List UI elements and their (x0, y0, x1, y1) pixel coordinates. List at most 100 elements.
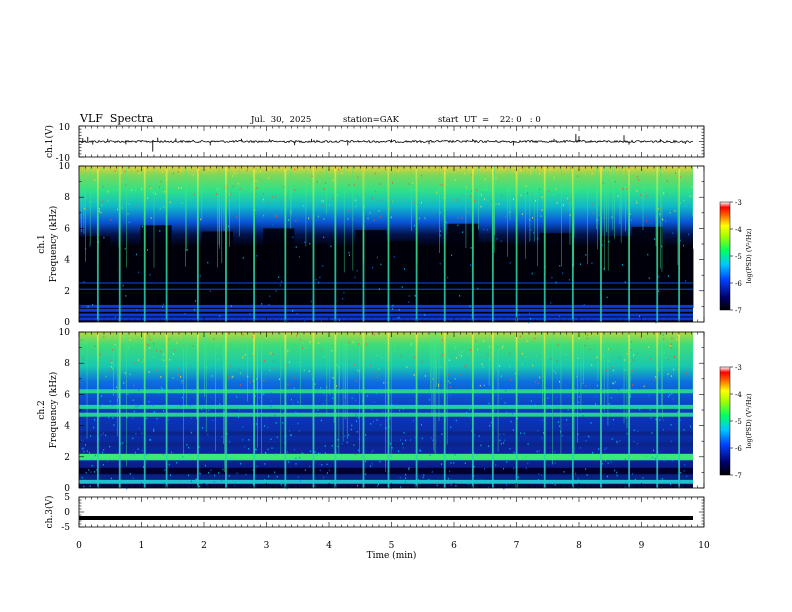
ch2-spectrogram-speckle (690, 425, 692, 428)
ch2-spectrogram-speckle (506, 461, 508, 463)
ch1-spectrogram-speckle (379, 183, 381, 185)
ch2-spectrogram-speckle (138, 389, 140, 391)
ch1-spectrogram-speckle (150, 187, 152, 189)
ch1-spectrogram-speckle (232, 185, 234, 188)
ch2-spectrogram-speckle (380, 387, 382, 389)
ch3-waveform-panel: 5 0 -5 ch.3(V) (44, 493, 705, 533)
ch2-spectrogram-speckle (624, 458, 626, 461)
ch2-spectrogram-speckle (554, 484, 556, 486)
ch1-spectrogram-speckle (580, 263, 582, 265)
ch1-spectrogram-speckle (128, 221, 130, 224)
ch2-spectrogram-speckle (591, 364, 593, 366)
ch2-spectrogram-speckle (263, 425, 265, 427)
ch2-spectrogram-speckle (91, 458, 93, 460)
ch2-spectrogram-speckle (170, 474, 171, 477)
ch1-spectrogram-speckle (338, 319, 340, 321)
ch2-spectrogram-speckle (232, 375, 234, 378)
ch2-spectrogram-speckle (204, 464, 206, 467)
ch2-spectrogram-speckle (84, 342, 86, 345)
ch1-spectrogram-speckle (552, 193, 554, 196)
ch1-spectrogram-speckle (135, 253, 137, 256)
ch2-spectrogram-speckle (533, 386, 535, 389)
ch1-spectrogram-burst (165, 166, 168, 322)
ch2-spectrogram-speckle (105, 434, 107, 437)
ch2-spectrogram-speckle (85, 444, 87, 446)
ch2-spectrogram-speckle (252, 336, 254, 338)
ch2-spectrogram-speckle (534, 404, 536, 407)
ch2-spectrogram-speckle (421, 361, 423, 363)
ch1-spectrogram-speckle (348, 184, 350, 186)
ch2-spectrogram-speckle (605, 447, 607, 449)
ch2-spectrogram-speckle (276, 475, 278, 478)
ch2-spectrogram-speckle (534, 381, 536, 384)
ch2-spectrogram-speckle (414, 356, 416, 359)
ch2-spectrogram-speckle (289, 430, 291, 432)
ch2-spectrogram-speckle (182, 396, 183, 399)
ch2-spectrogram-speckle (190, 431, 192, 434)
ch1-colorbar (719, 201, 731, 311)
ch2-spectrogram-speckle (326, 463, 328, 466)
ch1-colorbar-tick-label: -3 (735, 199, 742, 207)
ch1-spectrogram-speckle (275, 216, 277, 218)
ch1-spectrogram-speckle (408, 301, 410, 303)
ch2-spectrogram-speckle (294, 411, 295, 414)
ch2-spectrogram-speckle (633, 354, 635, 356)
ch2-spectrogram-speckle (323, 476, 325, 479)
ch1-spectrogram-speckle (603, 217, 605, 220)
ch1-spectrogram-speckle (101, 204, 103, 206)
ch2-spectrogram-speckle (555, 371, 557, 374)
ch2-spectrogram-speckle (105, 375, 107, 378)
ch2-spectrogram-speckle (286, 487, 288, 490)
ch1-spectrogram-speckle (114, 187, 116, 190)
ch1-spectrogram-speckle (169, 201, 171, 203)
ch1-spectrogram-speckle (541, 209, 543, 211)
ch2-spectrogram-speckle (481, 363, 483, 365)
ch2-spectrogram-speckle (316, 454, 318, 457)
ch2-spectrogram-speckle (386, 381, 388, 384)
ch2-spectrogram-burst (96, 332, 99, 488)
ch2-spectrogram-speckle (538, 473, 540, 475)
ch1-spectrogram-speckle (663, 178, 665, 180)
ch2-spectrogram-speckle (286, 365, 288, 367)
ch1-spectrogram-dark-region (508, 245, 540, 308)
ch1-spectrogram-speckle (232, 175, 234, 177)
ch2-spectrogram-speckle (620, 392, 622, 395)
ch2-spectrogram-speckle (274, 454, 276, 456)
ch1-spectrogram-speckle (122, 284, 124, 287)
ch1-spectrogram-speckle (275, 214, 277, 217)
ch2-spectrogram-speckle (489, 346, 491, 348)
ch2-spectrogram-speckle (262, 393, 264, 396)
ch2-spectrogram-speckle (494, 409, 496, 411)
ch2-spectrogram-speckle (365, 473, 367, 476)
ch2-spectrogram-speckle (226, 432, 228, 435)
start-ut-label: start UT = 22: 0 : 0 (438, 115, 541, 125)
ch1-spectrogram-speckle (679, 239, 681, 242)
ch1-spectrogram-speckle (592, 212, 594, 215)
ch1-spectrogram-low-band (79, 317, 693, 321)
ch2-spectrogram-speckle (319, 469, 321, 472)
ch1-ylabel: ch.1(V) (44, 125, 55, 158)
ch1-spectrogram-speckle (80, 176, 82, 179)
ch1-spectrogram-speckle (421, 201, 422, 204)
ch1-spectrogram-speckle (137, 170, 139, 172)
ch1-spectrogram-speckle (298, 255, 300, 258)
ch2-spectrogram-speckle (504, 439, 506, 442)
ch2-spectrogram-speckle (158, 346, 160, 348)
ch1-spectrogram-speckle (414, 224, 415, 227)
ch1-spectrogram-speckle (321, 200, 323, 203)
ch1-spectrogram-speckle (121, 207, 123, 209)
ch1-spectrogram-speckle (87, 305, 89, 308)
ch1-spectrogram-speckle (394, 166, 396, 169)
ch2-spectrogram-speckle (610, 396, 612, 399)
ch1-spectrogram-speckle (102, 185, 104, 188)
ch2-spectrogram-speckle (415, 349, 417, 352)
ch2-spectrogram-speckle (464, 462, 466, 464)
ch2-spectrogram-speckle (172, 353, 174, 355)
ch1-spectrogram-speckle (577, 175, 579, 178)
ch2-spectrogram-speckle (81, 391, 83, 393)
ch2-spectrogram-speckle (273, 367, 275, 370)
ch1-spectrogram-speckle (636, 199, 637, 202)
ch2-spectrogram-speckle (356, 420, 358, 422)
ch1-spectrogram-speckle (308, 217, 310, 220)
ch1-spectrogram-speckle (228, 225, 230, 228)
